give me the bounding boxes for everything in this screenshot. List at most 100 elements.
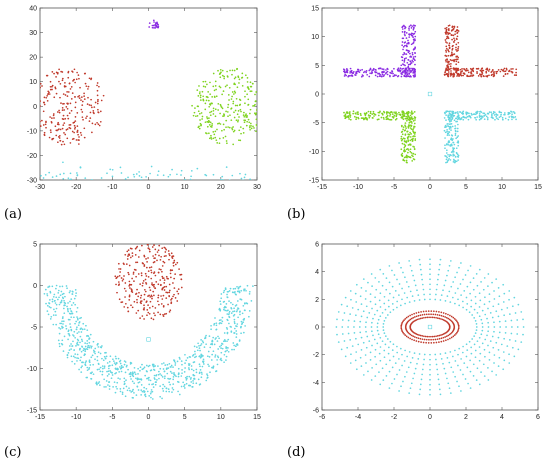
- y-tick-label: -5: [313, 120, 319, 127]
- data-point: [445, 312, 447, 315]
- data-point: [487, 321, 489, 324]
- data-point: [195, 371, 198, 374]
- data-point: [429, 273, 431, 276]
- data-point: [51, 138, 53, 141]
- x-tick-label: 0: [428, 414, 432, 421]
- data-point: [400, 327, 403, 330]
- data-point: [488, 111, 491, 113]
- data-point: [407, 51, 410, 54]
- data-point: [73, 124, 76, 127]
- data-point: [200, 343, 203, 345]
- data-point: [246, 93, 248, 96]
- data-point: [139, 296, 142, 299]
- data-point: [84, 72, 87, 75]
- data-point: [465, 308, 468, 311]
- data-point: [146, 309, 149, 311]
- data-point: [480, 333, 483, 336]
- data-point: [425, 338, 428, 341]
- data-point: [414, 153, 417, 156]
- data-point: [503, 112, 506, 114]
- data-point: [53, 308, 55, 311]
- data-point: [155, 281, 158, 283]
- data-point: [176, 261, 179, 264]
- data-point: [176, 186, 178, 188]
- data-point: [475, 329, 478, 331]
- data-point: [59, 328, 62, 330]
- data-point: [355, 301, 358, 303]
- data-point: [99, 366, 102, 369]
- data-point: [128, 294, 131, 297]
- data-point: [447, 116, 450, 119]
- data-point: [157, 294, 160, 297]
- data-point: [149, 300, 152, 303]
- data-point: [113, 381, 116, 384]
- data-point: [414, 135, 416, 138]
- data-point: [132, 173, 135, 176]
- data-point: [112, 358, 114, 361]
- data-point: [374, 303, 377, 306]
- data-point: [212, 173, 215, 176]
- data-point: [408, 25, 411, 28]
- data-point: [447, 153, 449, 156]
- data-point: [119, 180, 121, 182]
- data-point: [406, 113, 409, 116]
- data-point: [405, 141, 407, 143]
- data-point: [71, 130, 74, 133]
- data-point: [140, 378, 143, 380]
- data-point: [452, 53, 454, 56]
- data-point: [501, 116, 504, 119]
- data-point: [80, 356, 82, 359]
- data-point: [76, 326, 78, 329]
- data-point: [81, 346, 84, 348]
- data-point: [455, 151, 458, 154]
- data-point: [111, 364, 114, 367]
- data-point: [401, 330, 404, 333]
- data-point: [219, 68, 222, 71]
- data-point: [157, 249, 160, 252]
- data-point: [368, 312, 371, 314]
- data-point: [211, 340, 214, 343]
- data-point: [374, 348, 377, 351]
- data-point: [124, 302, 127, 305]
- data-point: [135, 377, 137, 380]
- data-point: [446, 130, 448, 133]
- data-point: [409, 333, 412, 336]
- data-point: [437, 273, 440, 276]
- data-point: [411, 140, 414, 142]
- data-point: [445, 26, 448, 29]
- data-point: [396, 300, 399, 303]
- data-point: [78, 94, 81, 97]
- data-point: [481, 322, 484, 325]
- data-point: [460, 72, 462, 75]
- data-point: [221, 93, 223, 96]
- data-point: [62, 350, 65, 352]
- data-point: [86, 348, 89, 351]
- data-point: [386, 314, 389, 316]
- data-point: [509, 339, 511, 341]
- data-point: [482, 363, 485, 366]
- data-point: [476, 72, 478, 75]
- data-point: [129, 256, 132, 259]
- data-point: [366, 316, 369, 319]
- y-tick-label: -20: [27, 153, 37, 160]
- data-point: [103, 378, 105, 381]
- data-point: [231, 95, 233, 98]
- data-point: [396, 373, 398, 376]
- data-point: [150, 191, 152, 193]
- data-point: [224, 287, 227, 289]
- data-point: [108, 385, 111, 388]
- data-point: [59, 173, 62, 176]
- data-point: [412, 74, 415, 77]
- data-point: [169, 377, 172, 380]
- data-point: [46, 310, 49, 313]
- data-point: [83, 354, 86, 357]
- data-point: [100, 177, 103, 179]
- data-point: [84, 361, 87, 364]
- data-point: [468, 112, 470, 115]
- data-point: [85, 194, 87, 196]
- data-point: [210, 359, 213, 361]
- data-point: [458, 266, 460, 269]
- data-point: [393, 74, 396, 76]
- data-point: [251, 195, 253, 197]
- data-point: [239, 139, 242, 142]
